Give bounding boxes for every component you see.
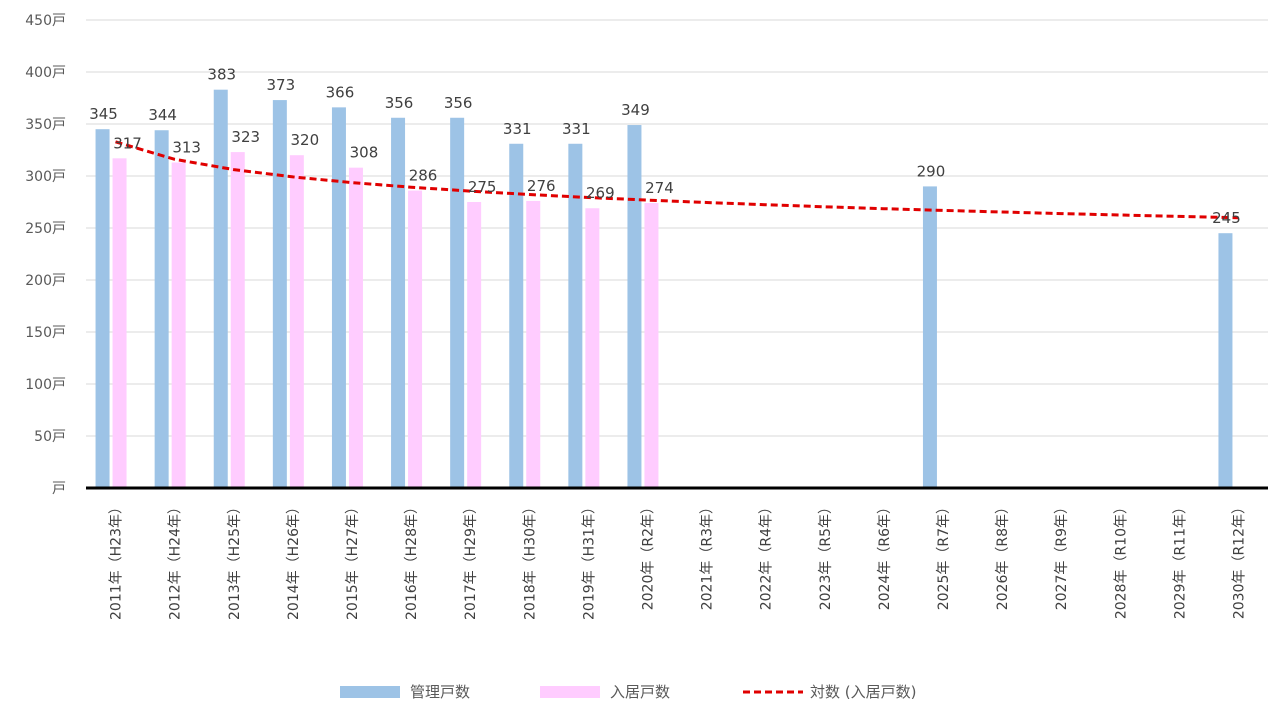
x-tick-label: 2020年（R2年） <box>640 500 656 610</box>
bar-kanri <box>509 143 524 488</box>
data-label-kanri: 383 <box>207 66 236 84</box>
x-tick-label: 2017年（H29年） <box>463 500 479 620</box>
legend-swatch-nyukyo <box>540 686 600 698</box>
x-tick-label: 2012年（H24年） <box>168 500 184 620</box>
bar-kanri <box>95 129 110 488</box>
data-label-nyukyo: 313 <box>172 138 201 156</box>
bar-kanri <box>450 117 465 488</box>
bar-nyukyo <box>526 200 541 488</box>
x-tick-label: 2027年（R9年） <box>1054 500 1070 610</box>
data-label-nyukyo: 276 <box>527 177 556 195</box>
legend-label-trendline: 対数 (入居戸数) <box>810 683 916 701</box>
x-tick-label: 2016年（H28年） <box>404 500 420 620</box>
data-label-kanri: 331 <box>562 120 591 138</box>
data-label-kanri: 356 <box>444 94 473 112</box>
data-label-kanri: 290 <box>917 162 946 180</box>
bar-nyukyo <box>230 152 245 488</box>
data-label-kanri: 373 <box>267 76 296 94</box>
data-label-kanri: 344 <box>148 106 177 124</box>
y-tick-label: 200戸 <box>25 273 66 289</box>
data-label-kanri: 331 <box>503 120 532 138</box>
bar-kanri <box>627 125 642 488</box>
legend-swatch-kanri <box>340 686 400 698</box>
bar-kanri <box>272 100 287 488</box>
data-label-nyukyo: 269 <box>586 184 615 202</box>
bar-nyukyo <box>171 162 186 489</box>
legend-label-nyukyo: 入居戸数 <box>610 683 670 701</box>
bar-nyukyo <box>644 203 659 489</box>
legend-label-kanri: 管理戸数 <box>410 683 470 701</box>
data-label-kanri: 366 <box>326 83 355 101</box>
x-tick-label: 2014年（H26年） <box>286 500 302 620</box>
trendline <box>115 140 1239 220</box>
x-tick-label: 2011年（H23年） <box>109 500 125 620</box>
x-tick-label: 2030年（R12年） <box>1231 500 1247 619</box>
data-label-kanri: 345 <box>89 105 118 123</box>
data-label-nyukyo: 275 <box>468 178 497 196</box>
data-label-nyukyo: 317 <box>113 134 142 152</box>
data-label-nyukyo: 274 <box>645 179 674 197</box>
x-tick-label: 2029年（R11年） <box>1172 500 1188 619</box>
data-label-nyukyo: 323 <box>231 128 260 146</box>
y-tick-label: 350戸 <box>25 117 66 133</box>
bar-nyukyo <box>585 208 600 489</box>
bar-nyukyo <box>467 202 482 488</box>
x-tick-label: 2023年（R5年） <box>818 500 834 610</box>
bar-kanri <box>568 143 583 488</box>
x-tick-label: 2022年（R4年） <box>759 500 775 610</box>
bar-kanri <box>1218 233 1233 488</box>
bar-kanri <box>213 89 228 489</box>
bar-nyukyo <box>408 190 423 488</box>
data-label-kanri: 245 <box>1212 209 1241 227</box>
data-label-nyukyo: 320 <box>291 131 320 149</box>
data-label-nyukyo: 308 <box>350 144 379 162</box>
y-tick-label: 100戸 <box>25 377 66 393</box>
y-tick-label: 450戸 <box>25 13 66 29</box>
x-tick-label: 2028年（R10年） <box>1113 500 1129 619</box>
data-label-kanri: 349 <box>621 101 650 119</box>
x-tick-label: 2021年（R3年） <box>700 500 716 610</box>
x-tick-label: 2025年（R7年） <box>936 500 952 610</box>
bar-kanri <box>331 107 346 489</box>
bar-nyukyo <box>348 167 363 488</box>
bar-nyukyo <box>112 158 127 488</box>
x-tick-label: 2019年（H31年） <box>581 500 597 620</box>
bar-kanri <box>391 117 406 488</box>
y-tick-label: 400戸 <box>25 65 66 81</box>
x-tick-label: 2013年（H25年） <box>227 500 243 620</box>
y-tick-label: 300戸 <box>25 169 66 185</box>
data-label-nyukyo: 286 <box>409 167 438 185</box>
y-tick-label: 250戸 <box>25 221 66 237</box>
y-tick-label: 50戸 <box>34 429 66 445</box>
x-tick-label: 2026年（R8年） <box>995 500 1011 610</box>
y-tick-label: 戸 <box>52 481 66 497</box>
bar-kanri <box>154 130 169 489</box>
x-tick-label: 2024年（R6年） <box>877 500 893 610</box>
bar-kanri <box>922 186 937 488</box>
x-tick-label: 2018年（H30年） <box>522 500 538 620</box>
bar-nyukyo <box>289 155 304 488</box>
y-tick-label: 150戸 <box>25 325 66 341</box>
data-label-kanri: 356 <box>385 94 414 112</box>
x-tick-label: 2015年（H27年） <box>345 500 361 620</box>
